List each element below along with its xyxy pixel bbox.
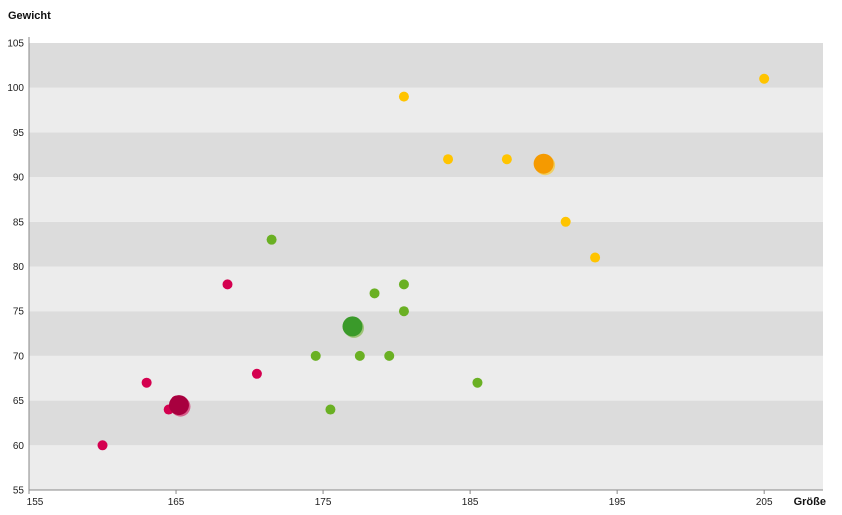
x-tick-label: 165 [168,497,185,508]
data-point [222,279,233,290]
y-tick-label: 90 [13,173,25,184]
y-tick-labels: 55 60 65 70 75 80 85 90 95 100 105 [7,39,24,497]
x-tick-label: 205 [756,497,773,508]
x-tick-label: 155 [27,497,44,508]
data-point [369,288,380,299]
centroid-point [168,395,189,416]
grid-band [29,266,823,312]
y-tick-label: 85 [13,217,25,228]
y-tick-label: 70 [13,351,25,362]
data-point [398,91,409,102]
grid-band [29,132,823,178]
y-tick-label: 95 [13,128,25,139]
y-tick-label: 60 [13,441,25,452]
data-point [472,377,483,388]
grid-band [29,43,823,88]
axes [28,37,823,491]
grid-band [29,177,823,222]
data-point [384,350,395,361]
data-point [398,279,409,290]
data-point [759,73,770,84]
x-tick-label: 195 [609,497,626,508]
data-point [97,440,108,451]
grid-band [29,87,823,133]
grid-band [29,221,823,267]
y-tick-label: 65 [13,396,25,407]
data-point [560,216,571,227]
x-axis-title: Größe [794,496,826,508]
y-tick-label: 100 [7,83,24,94]
x-tick-label: 185 [462,497,479,508]
data-point [398,306,409,317]
data-point [590,252,601,263]
data-point [354,350,365,361]
x-tick-labels: 155 165 175 185 195 205 [27,490,773,508]
grid-band [29,445,823,490]
y-tick-label: 105 [7,39,24,50]
grid-band [29,311,823,356]
data-point [266,234,277,245]
data-point [501,154,512,165]
data-point [325,404,336,415]
y-tick-label: 55 [13,486,25,497]
grid-band [29,400,823,446]
data-point [141,377,152,388]
centroid-point [342,316,363,337]
data-points [97,73,770,451]
centroid-point [533,153,554,174]
x-tick-label: 175 [315,497,332,508]
y-tick-label: 80 [13,262,25,273]
data-point [251,368,262,379]
data-point [443,154,454,165]
grid-bands [29,43,823,490]
data-point [310,350,321,361]
grid-band [29,355,823,401]
y-tick-label: 75 [13,307,25,318]
y-axis-title: Gewicht [8,10,51,22]
